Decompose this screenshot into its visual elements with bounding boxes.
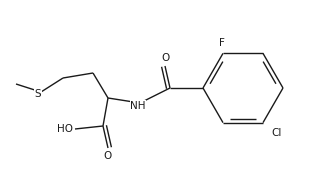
Text: S: S xyxy=(35,89,41,99)
Text: Cl: Cl xyxy=(272,128,282,138)
Text: NH: NH xyxy=(130,101,146,111)
Text: O: O xyxy=(104,151,112,161)
Text: F: F xyxy=(219,38,225,48)
Text: O: O xyxy=(161,53,169,63)
Text: HO: HO xyxy=(57,124,73,134)
